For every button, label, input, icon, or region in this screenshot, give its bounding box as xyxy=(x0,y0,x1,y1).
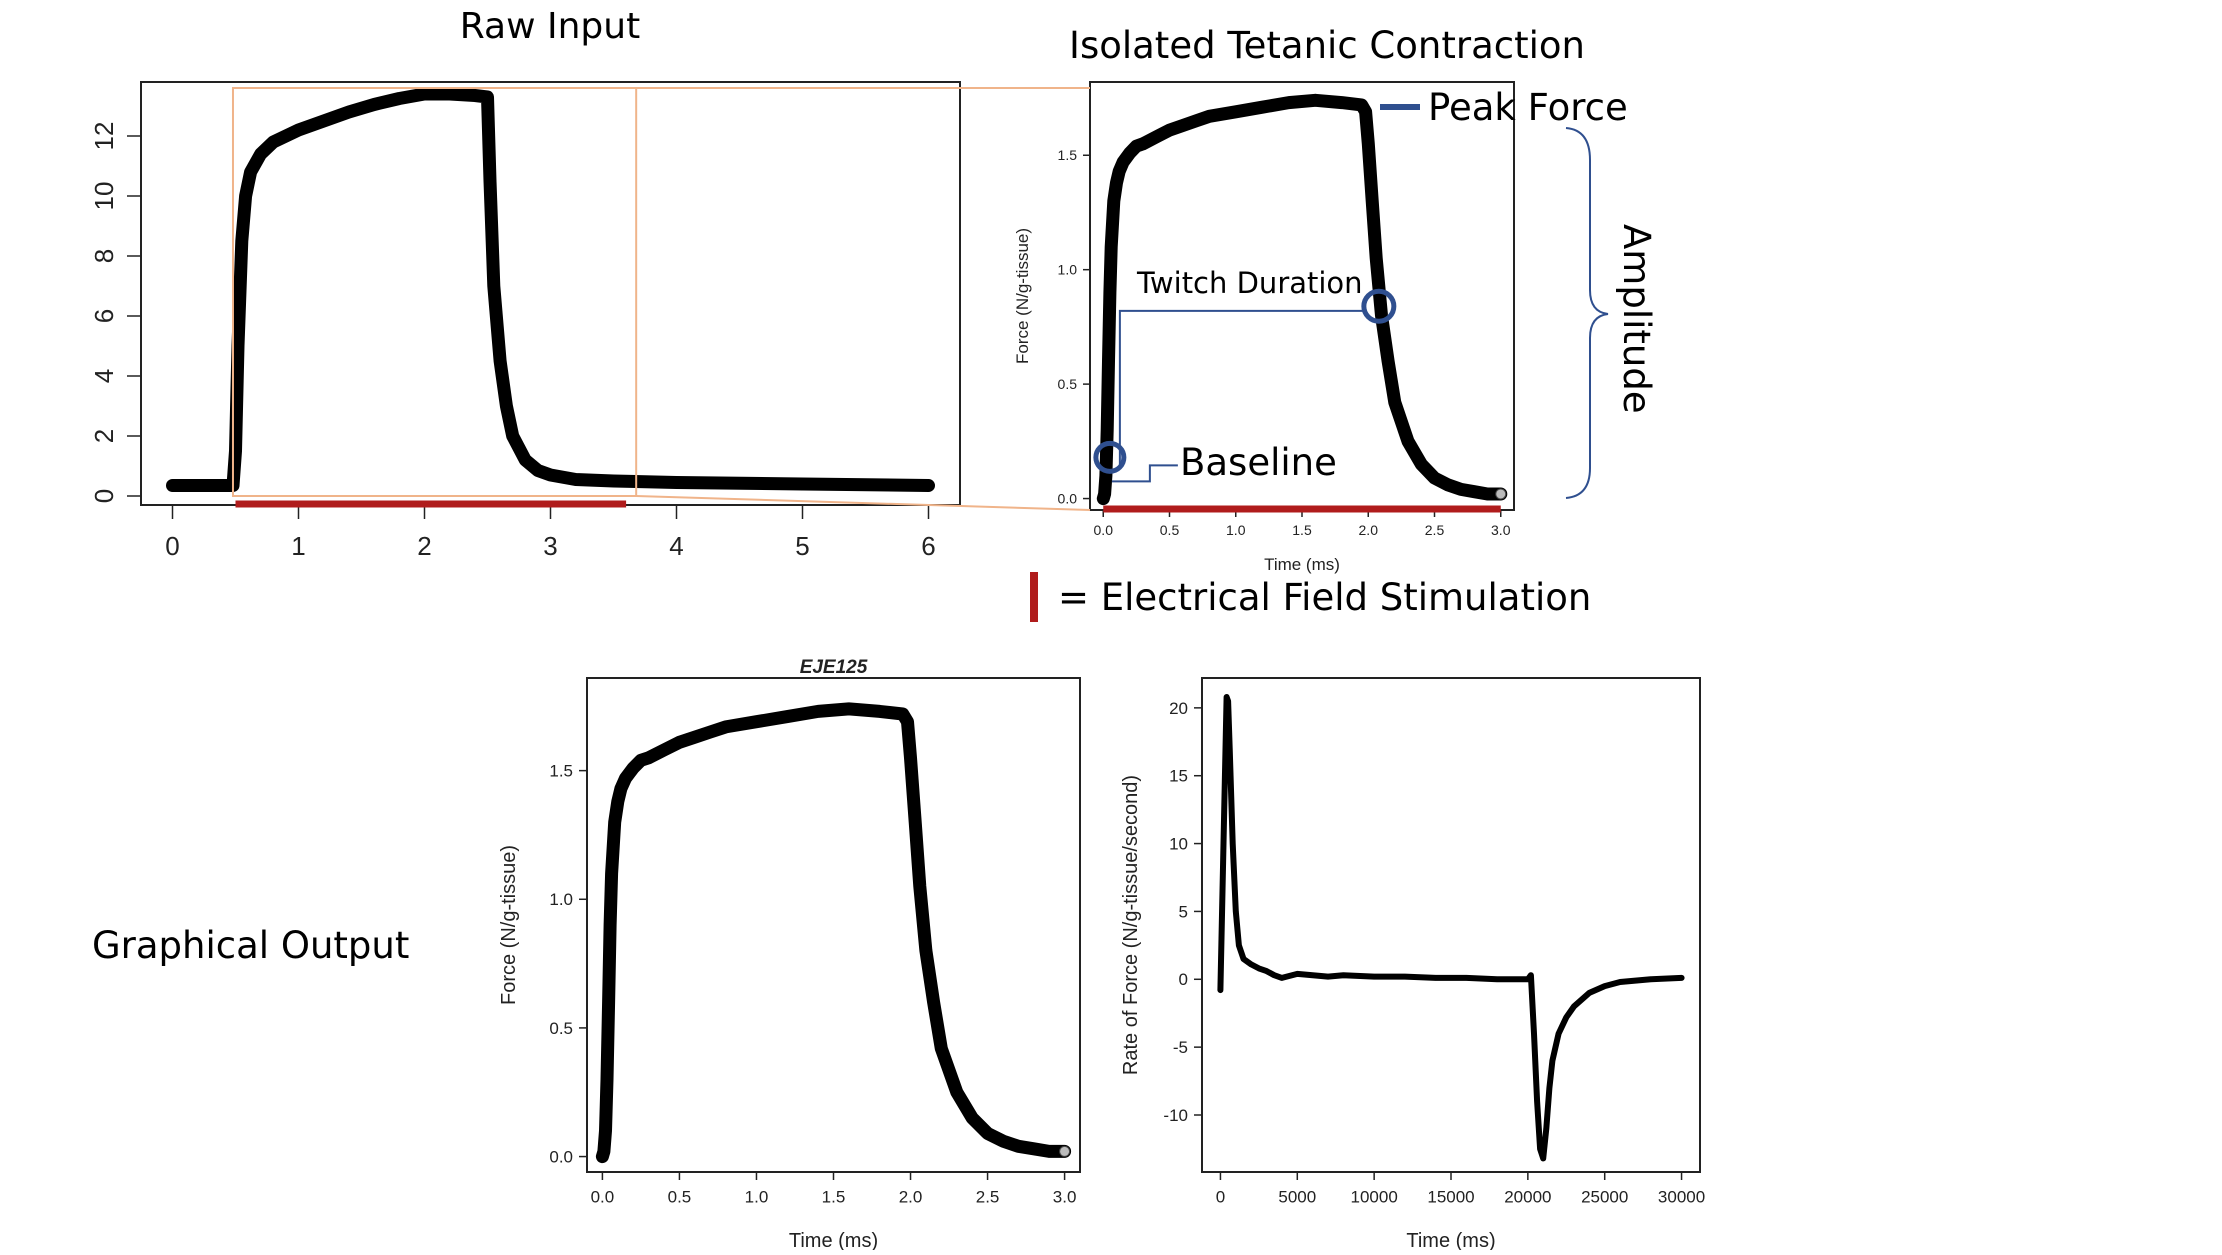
amplitude-brace xyxy=(1565,127,1609,499)
raw-y-tick-label: 10 xyxy=(89,182,119,211)
force_output-x-tick-label: 2.0 xyxy=(899,1188,923,1207)
raw-x-tick-label: 0 xyxy=(165,531,179,561)
force-output-chart: 0.0 0.5 1.0 1.5 2.0 2.5 3.0 0.0 0.5 1.0 1.5 Time (m… xyxy=(498,657,1081,1252)
rate-output-chart: 0 5000 10000 15000 20000 25000 30000 -10 -5 0 5 10 1… xyxy=(1120,677,1705,1252)
rate_output-plot-frame xyxy=(1201,677,1701,1173)
twitch-marker-circle xyxy=(1361,288,1397,324)
rate_output-y-axis-label: Rate of Force (N/g-tissue/second) xyxy=(1120,775,1142,1075)
force_output-y-axis-label: Force (N/g-tissue) xyxy=(498,845,520,1005)
rate_output-y-tick-label: 0 xyxy=(1179,970,1188,989)
isolated-x-tick-label: 2.5 xyxy=(1425,522,1445,538)
rate_output-x-axis-label: Time (ms) xyxy=(1406,1230,1495,1250)
force_output-series-line xyxy=(595,702,1072,1164)
force_output-end-point xyxy=(1059,1145,1071,1157)
raw-x-tick-label: 3 xyxy=(543,531,557,561)
amplitude-label: Amplitude xyxy=(1615,224,1658,414)
twitch-duration-label: Twitch Duration xyxy=(1136,266,1363,300)
peak-force-label: Peak Force xyxy=(1428,86,1628,129)
force_output-x-tick-label: 1.0 xyxy=(745,1188,769,1207)
stimulation-legend-label: = Electrical Field Stimulation xyxy=(1058,576,1591,619)
raw-y-tick-label: 2 xyxy=(89,429,119,443)
rate_output-series-line xyxy=(1217,694,1685,1162)
force_output-x-tick-label: 2.5 xyxy=(976,1188,1000,1207)
raw-x-tick-label: 2 xyxy=(417,531,431,561)
raw-y-tick-label: 6 xyxy=(89,309,119,323)
force_output-y-tick-label: 0.0 xyxy=(549,1148,573,1167)
rate_output-y-tick-label: 20 xyxy=(1169,699,1188,718)
isolated-x-axis-label: Time (ms) xyxy=(1264,555,1340,574)
stimulation-legend-swatch xyxy=(1030,572,1038,622)
rate_output-y-tick-label: 5 xyxy=(1179,902,1188,921)
isolated-end-point xyxy=(1495,488,1507,500)
rate_output-x-tick-label: 25000 xyxy=(1581,1188,1628,1207)
twitch-duration-bracket xyxy=(1118,309,1364,470)
rate_output-y-tick-label: -5 xyxy=(1173,1038,1188,1057)
force_output-x-tick-label: 0.0 xyxy=(591,1188,615,1207)
rate_output-x-tick-label: 20000 xyxy=(1504,1188,1551,1207)
rate_output-y-tick-label: 15 xyxy=(1169,767,1188,786)
isolated-x-tick-label: 0.0 xyxy=(1094,522,1114,538)
baseline-label: Baseline xyxy=(1180,441,1337,484)
isolated-y-tick-label: 0.0 xyxy=(1058,490,1078,506)
raw-x-tick-label: 5 xyxy=(795,531,809,561)
isolated-x-tick-label: 0.5 xyxy=(1160,522,1180,538)
raw-y-tick-label: 4 xyxy=(89,369,119,383)
graphical-output-label: Graphical Output xyxy=(92,924,409,967)
baseline-marker-circle xyxy=(1093,440,1127,474)
raw-y-tick-label: 12 xyxy=(89,122,119,151)
rate_output-x-tick-label: 0 xyxy=(1216,1188,1225,1207)
force_output-x-tick-label: 0.5 xyxy=(668,1188,692,1207)
isolated-y-tick-label: 1.0 xyxy=(1058,262,1078,278)
raw-input-title: Raw Input xyxy=(460,6,640,47)
force_output-x-axis-label: Time (ms) xyxy=(789,1230,878,1250)
force_output-x-tick-label: 1.5 xyxy=(822,1188,846,1207)
force_output-title: EJE125 xyxy=(800,657,868,678)
raw-x-tick-label: 1 xyxy=(291,531,305,561)
isolated-x-tick-label: 1.5 xyxy=(1292,522,1312,538)
force_output-y-tick-label: 1.0 xyxy=(549,890,573,909)
isolated-x-tick-label: 1.0 xyxy=(1226,522,1246,538)
rate_output-x-tick-label: 10000 xyxy=(1351,1188,1398,1207)
isolated-series-line xyxy=(1096,93,1508,506)
baseline-leader xyxy=(1111,464,1178,483)
isolated-annotations xyxy=(1093,288,1397,483)
raw-zoom-window xyxy=(231,87,638,497)
raw-x-tick-label: 4 xyxy=(669,531,683,561)
force_output-y-tick-label: 0.5 xyxy=(549,1019,573,1038)
isolated-x-tick-label: 3.0 xyxy=(1491,522,1511,538)
isolated-contraction-title: Isolated Tetanic Contraction xyxy=(1069,24,1585,67)
rate_output-x-tick-label: 15000 xyxy=(1427,1188,1474,1207)
rate_output-y-tick-label: -10 xyxy=(1163,1106,1188,1125)
zoom-connector-bottom xyxy=(636,495,1091,511)
force_output-x-tick-label: 3.0 xyxy=(1053,1188,1077,1207)
isolated-y-tick-label: 1.5 xyxy=(1058,147,1078,163)
isolated-contraction-chart: 0.0 0.5 1.0 1.5 2.0 2.5 3.0 0.0 0.5 1.0 1.5 Time (m… xyxy=(1013,81,1515,574)
force_output-y-tick-label: 1.5 xyxy=(549,762,573,781)
raw-series-line xyxy=(166,87,935,492)
isolated-y-tick-label: 0.5 xyxy=(1058,376,1078,392)
isolated-x-tick-label: 2.0 xyxy=(1359,522,1379,538)
raw-y-tick-label: 0 xyxy=(89,489,119,503)
rate_output-y-tick-label: 10 xyxy=(1169,835,1188,854)
raw-x-tick-label: 6 xyxy=(921,531,935,561)
rate_output-x-tick-label: 30000 xyxy=(1658,1188,1705,1207)
raw-y-tick-label: 8 xyxy=(89,249,119,263)
isolated-y-axis-label: Force (N/g-tissue) xyxy=(1013,228,1032,364)
rate_output-x-tick-label: 5000 xyxy=(1278,1188,1316,1207)
